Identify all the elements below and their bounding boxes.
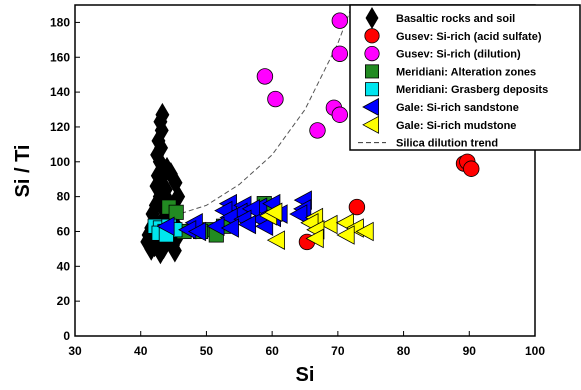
- legend-label: Gusev: Si-rich (acid sulfate): [396, 31, 542, 43]
- data-point: [331, 12, 349, 29]
- data-point: [167, 238, 182, 263]
- legend-marker: [364, 82, 379, 97]
- legend-label: Silica dilution trend: [396, 138, 498, 150]
- data-point: [463, 160, 480, 177]
- data-point: [305, 228, 324, 249]
- data-points-layer: [140, 12, 480, 265]
- series-2: [256, 12, 349, 139]
- x-tick-label: 30: [68, 344, 82, 358]
- series-6: [258, 202, 374, 250]
- y-tick-label: 20: [57, 294, 71, 308]
- data-point: [331, 45, 349, 62]
- data-point: [266, 230, 285, 250]
- legend-label: Gusev: Si-rich (dilution): [396, 49, 521, 61]
- y-tick-label: 60: [57, 224, 71, 238]
- y-tick-label: 100: [50, 155, 70, 169]
- y-axis-ticks: 0 20 40 60 80 100 120 140 160 180: [50, 15, 80, 343]
- y-tick-label: 40: [57, 259, 71, 273]
- data-point: [336, 225, 355, 245]
- data-point: [153, 240, 168, 265]
- data-point: [309, 122, 326, 139]
- legend-marker: [364, 28, 380, 44]
- y-tick-label: 80: [57, 190, 71, 204]
- x-tick-label: 90: [463, 344, 477, 358]
- data-point: [331, 106, 349, 123]
- data-point: [348, 198, 366, 216]
- data-point: [156, 216, 175, 237]
- y-axis-title: Si / Ti: [12, 145, 34, 198]
- legend-marker: [364, 45, 380, 62]
- y-tick-label: 0: [63, 329, 70, 343]
- data-point: [187, 221, 207, 242]
- series-5: [156, 190, 312, 242]
- y-tick-label: 160: [50, 50, 70, 64]
- data-point: [254, 216, 274, 237]
- data-point: [355, 221, 374, 242]
- x-axis-title: Si: [296, 364, 315, 385]
- data-point: [289, 204, 308, 224]
- x-tick-label: 50: [200, 344, 214, 358]
- x-tick-label: 60: [265, 344, 279, 358]
- data-point: [267, 90, 284, 108]
- legend-label: Gale: Si-rich sandstone: [396, 102, 519, 114]
- data-point: [220, 218, 239, 238]
- legend-marker: [362, 115, 380, 134]
- y-tick-label: 140: [50, 85, 70, 99]
- data-point: [264, 202, 283, 223]
- series-1: [298, 153, 480, 251]
- legend-label: Meridiani: Grasberg deposits: [396, 84, 548, 96]
- data-point: [319, 214, 338, 235]
- data-point: [237, 214, 257, 235]
- data-point: [256, 68, 274, 85]
- legend-label: Basaltic rocks and soil: [396, 13, 515, 25]
- data-point: [168, 204, 184, 220]
- x-tick-label: 100: [525, 344, 545, 358]
- y-tick-label: 120: [50, 120, 70, 134]
- trend-layer: [173, 8, 352, 217]
- legend-label: Gale: Si-rich mudstone: [396, 120, 516, 132]
- legend: Basaltic rocks and soil Gusev: Si-rich (a…: [349, 4, 581, 151]
- legend-marker: [362, 97, 380, 117]
- y-tick-label: 180: [50, 15, 70, 29]
- x-tick-label: 70: [331, 344, 345, 358]
- legend-box: [349, 4, 581, 151]
- legend-marker: [364, 64, 379, 79]
- x-tick-label: 40: [134, 344, 148, 358]
- legend-label: Meridiani: Alteration zones: [396, 66, 536, 78]
- silica-dilution-trend-line: [173, 8, 352, 217]
- data-point: [144, 237, 159, 261]
- x-axis-ticks: 30 40 50 60 70 80 90 100: [68, 331, 545, 358]
- x-tick-label: 80: [397, 344, 411, 358]
